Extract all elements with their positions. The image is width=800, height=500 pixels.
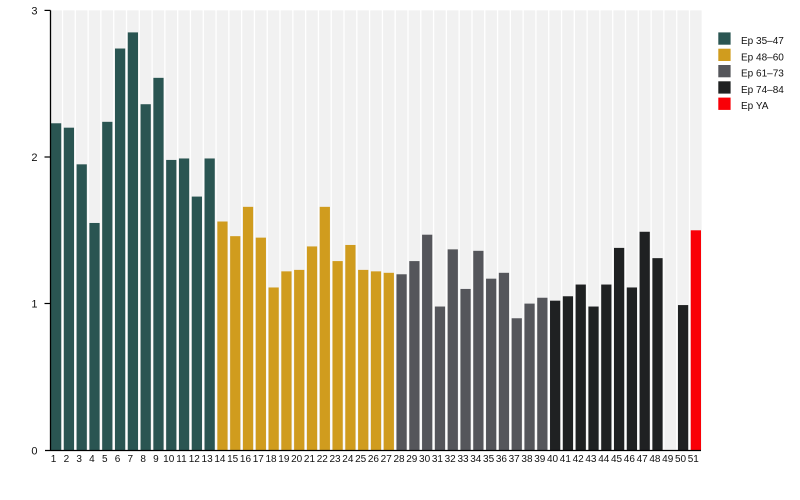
- svg-text:12: 12: [189, 454, 201, 465]
- svg-text:47: 47: [637, 454, 649, 465]
- svg-text:43: 43: [585, 454, 597, 465]
- svg-text:Ep 74–84: Ep 74–84: [741, 85, 784, 96]
- svg-text:27: 27: [381, 454, 393, 465]
- svg-text:3: 3: [31, 5, 37, 17]
- svg-text:13: 13: [202, 454, 214, 465]
- svg-text:5: 5: [102, 454, 108, 465]
- svg-text:3: 3: [76, 454, 82, 465]
- svg-text:9: 9: [153, 454, 159, 465]
- svg-text:7: 7: [128, 454, 134, 465]
- svg-text:25: 25: [355, 454, 367, 465]
- svg-text:49: 49: [662, 454, 674, 465]
- svg-text:Ep 35–47: Ep 35–47: [741, 36, 784, 47]
- svg-text:36: 36: [496, 454, 508, 465]
- svg-text:41: 41: [560, 454, 572, 465]
- svg-text:10: 10: [163, 454, 175, 465]
- svg-text:26: 26: [368, 454, 380, 465]
- svg-text:30: 30: [419, 454, 431, 465]
- svg-text:0: 0: [31, 446, 37, 458]
- svg-text:38: 38: [521, 454, 533, 465]
- svg-text:37: 37: [509, 454, 521, 465]
- svg-text:Ep 48–60: Ep 48–60: [741, 52, 784, 63]
- svg-text:4: 4: [89, 454, 95, 465]
- svg-text:2: 2: [31, 152, 37, 164]
- svg-text:32: 32: [445, 454, 457, 465]
- svg-text:44: 44: [598, 454, 610, 465]
- svg-text:39: 39: [534, 454, 546, 465]
- svg-text:16: 16: [240, 454, 252, 465]
- svg-text:8: 8: [140, 454, 146, 465]
- svg-text:19: 19: [278, 454, 290, 465]
- svg-text:31: 31: [432, 454, 444, 465]
- svg-text:50: 50: [675, 454, 687, 465]
- svg-text:35: 35: [483, 454, 495, 465]
- svg-text:21: 21: [304, 454, 316, 465]
- svg-text:2: 2: [64, 454, 70, 465]
- svg-text:1: 1: [31, 299, 37, 311]
- svg-text:15: 15: [227, 454, 239, 465]
- svg-text:17: 17: [253, 454, 265, 465]
- svg-text:28: 28: [393, 454, 405, 465]
- svg-text:23: 23: [329, 454, 341, 465]
- svg-text:11: 11: [176, 454, 187, 465]
- svg-text:33: 33: [457, 454, 469, 465]
- svg-text:Ep YA: Ep YA: [741, 101, 769, 112]
- svg-text:48: 48: [649, 454, 661, 465]
- svg-text:22: 22: [317, 454, 329, 465]
- svg-text:Ep 61–73: Ep 61–73: [741, 69, 784, 80]
- svg-text:20: 20: [291, 454, 303, 465]
- svg-text:45: 45: [611, 454, 623, 465]
- svg-text:18: 18: [266, 454, 278, 465]
- svg-text:34: 34: [470, 454, 482, 465]
- svg-text:24: 24: [342, 454, 354, 465]
- svg-text:1: 1: [51, 454, 57, 465]
- svg-text:29: 29: [406, 454, 418, 465]
- svg-text:46: 46: [624, 454, 636, 465]
- svg-text:40: 40: [547, 454, 559, 465]
- svg-text:42: 42: [573, 454, 585, 465]
- svg-text:14: 14: [214, 454, 226, 465]
- svg-text:6: 6: [115, 454, 121, 465]
- svg-text:51: 51: [688, 454, 700, 465]
